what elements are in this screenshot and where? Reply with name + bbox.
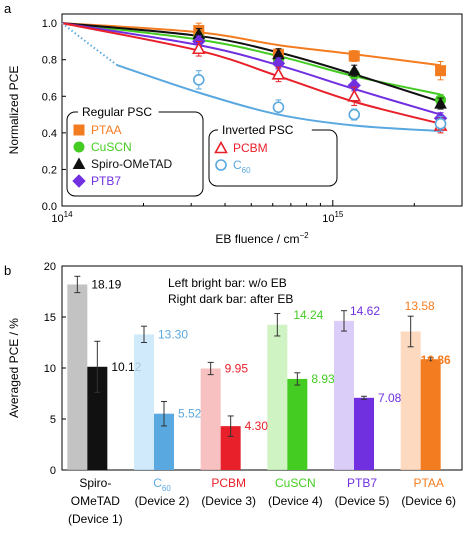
value-label-before-eb: 13.30 xyxy=(158,327,188,341)
category-label-Spiro-OMeTAD: (Device 1) xyxy=(68,512,123,526)
y-tick-label-a: 0.0 xyxy=(42,201,57,213)
y-tick-label-a: 0.4 xyxy=(42,128,57,140)
value-label-before-eb: 14.24 xyxy=(293,308,323,322)
data-point-PCBM xyxy=(191,41,206,55)
legend-title: Inverted PSC xyxy=(222,123,294,137)
y-tick-label-b: 20 xyxy=(44,261,56,273)
fit-curve-dotted-C60 xyxy=(61,22,118,67)
data-point-C60 xyxy=(272,101,285,114)
legend-marker-CuSCN xyxy=(73,141,85,153)
legend-marker-PCBM xyxy=(214,140,228,154)
legend-title-gap xyxy=(218,128,312,133)
legend-label-PTAA: PTAA xyxy=(91,123,121,137)
data-point-PTAA xyxy=(348,50,360,62)
x-axis-label-a: EB fluence / cm−2 xyxy=(215,231,309,246)
category-label-Spiro-OMeTAD: OMeTAD xyxy=(71,494,120,508)
annotation-note: Right dark bar: after EB xyxy=(168,292,293,306)
category-label-PCBM: (Device 3) xyxy=(201,494,256,508)
legend-marker-Spiro-OMeTAD xyxy=(72,157,86,169)
category-label-Spiro-OMeTAD: Spiro- xyxy=(79,476,111,490)
bar-before-eb-PTB7 xyxy=(334,320,354,470)
legend-label-PTB7: PTB7 xyxy=(91,174,121,188)
category-label-C60: (Device 2) xyxy=(135,494,190,508)
legend-label-CuSCN: CuSCN xyxy=(91,140,132,154)
legend-label-Spiro-OMeTAD: Spiro-OMeTAD xyxy=(91,157,172,171)
y-tick-label-b: 15 xyxy=(44,312,56,324)
y-tick-label-b: 10 xyxy=(44,363,56,375)
y-tick-label-b: 5 xyxy=(50,414,56,426)
fit-curve-PTB7 xyxy=(61,22,441,116)
data-point-C60 xyxy=(434,117,447,130)
value-label-after-eb: 5.52 xyxy=(178,407,202,421)
category-label-PTB7: (Device 5) xyxy=(335,494,390,508)
panel-label-a: a xyxy=(4,1,12,16)
category-label-PCBM: PCBM xyxy=(211,476,246,490)
category-label-PTAA: (Device 6) xyxy=(401,494,456,508)
category-label-CuSCN: (Device 4) xyxy=(268,494,323,508)
legend-marker-PTAA xyxy=(73,124,85,136)
data-point-PTAA xyxy=(435,65,447,77)
data-point-PCBM xyxy=(271,67,286,80)
x-tick-label-a: 1015 xyxy=(322,210,344,225)
legend-box xyxy=(66,111,204,197)
y-tick-label-a: 0.2 xyxy=(42,164,57,176)
bar-before-eb-Spiro-OMeTAD xyxy=(67,284,88,470)
bar-before-eb-CuSCN xyxy=(267,324,288,470)
value-label-before-eb: 9.95 xyxy=(225,362,249,376)
category-label-PTB7: PTB7 xyxy=(347,476,377,490)
panel-label-b: b xyxy=(4,263,11,278)
value-label-after-eb: 4.30 xyxy=(245,419,269,433)
value-label-before-eb: 18.19 xyxy=(91,277,121,291)
bar-after-eb-CuSCN xyxy=(287,378,308,470)
value-label-after-eb: 8.93 xyxy=(311,372,335,386)
value-label-before-eb: 13.58 xyxy=(405,299,435,313)
y-tick-label-a: 0.8 xyxy=(42,55,57,67)
bar-before-eb-PTAA xyxy=(400,331,421,470)
legend-box xyxy=(208,129,338,187)
y-tick-label-a: 0.6 xyxy=(42,91,57,103)
value-label-after-eb: 7.08 xyxy=(378,391,402,405)
fit-curve-PTAA xyxy=(61,22,441,67)
data-point-C60 xyxy=(348,108,361,121)
category-label-C60: C60 xyxy=(153,476,171,493)
legend-label-PCBM: PCBM xyxy=(233,141,268,155)
legend-title: Regular PSC xyxy=(82,105,152,119)
bar-after-eb-PTAA xyxy=(420,359,441,470)
legend-marker-PTB7 xyxy=(72,174,86,188)
bar-before-eb-PCBM xyxy=(200,368,221,470)
y-axis-label-a: Normalized PCE xyxy=(7,66,21,155)
legend-label-C60: C60 xyxy=(233,158,251,175)
bar-after-eb-Spiro-OMeTAD xyxy=(87,366,108,470)
data-point-Spiro-OMeTAD xyxy=(434,97,447,109)
category-label-PTAA: PTAA xyxy=(413,476,443,490)
bar-after-eb-C60 xyxy=(154,413,174,470)
bar-after-eb-PTB7 xyxy=(354,397,374,470)
value-label-before-eb: 14.62 xyxy=(350,304,380,318)
legend-title-gap xyxy=(78,110,159,115)
value-label-after-eb: 10.86 xyxy=(421,353,451,367)
y-tick-label-a: 1.0 xyxy=(42,18,57,30)
panel-a-frame xyxy=(61,13,463,207)
annotation-note: Left bright bar: w/o EB xyxy=(168,276,287,290)
data-point-Spiro-OMeTAD xyxy=(347,64,361,76)
x-tick-label-a: 1014 xyxy=(51,210,73,225)
y-axis-label-b: Averaged PCE / % xyxy=(7,318,21,418)
category-label-CuSCN: CuSCN xyxy=(275,476,316,490)
data-point-C60 xyxy=(192,74,205,86)
bar-after-eb-PCBM xyxy=(220,426,241,470)
legend-marker-C60 xyxy=(215,159,227,171)
bar-before-eb-C60 xyxy=(134,334,154,470)
data-point-PCBM xyxy=(347,89,362,102)
y-tick-label-b: 0 xyxy=(50,465,56,477)
